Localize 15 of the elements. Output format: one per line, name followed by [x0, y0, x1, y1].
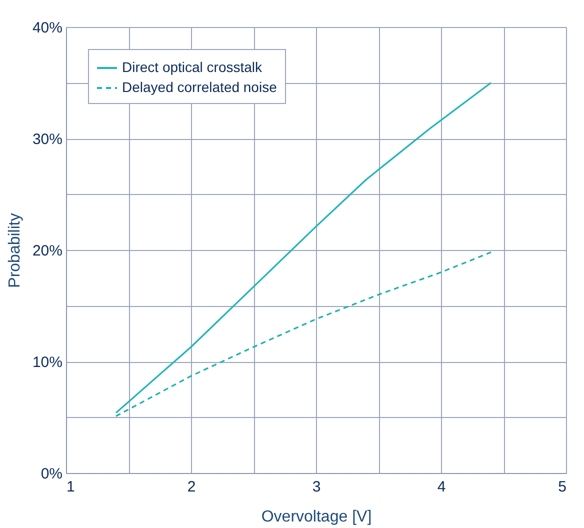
legend-label: Direct optical crosstalk: [122, 59, 264, 75]
x-tick-label: 2: [187, 478, 196, 496]
legend-label: Delayed correlated noise: [122, 79, 278, 95]
y-tick-label: 0%: [40, 466, 62, 482]
y-tick-label: 20%: [32, 242, 62, 260]
y-tick-label: 40%: [32, 20, 62, 36]
y-tick-label: 30%: [32, 131, 62, 148]
x-axis-title: Overvoltage [V]: [261, 508, 372, 526]
line-series: [115, 82, 492, 414]
y-axis-title: Probability: [6, 213, 24, 288]
x-tick-label: 5: [558, 478, 566, 496]
x-tick-label: 1: [66, 478, 75, 496]
x-tick-label: 4: [437, 478, 446, 496]
x-tick-label: 3: [312, 478, 321, 496]
y-tick-label: 10%: [32, 354, 62, 371]
